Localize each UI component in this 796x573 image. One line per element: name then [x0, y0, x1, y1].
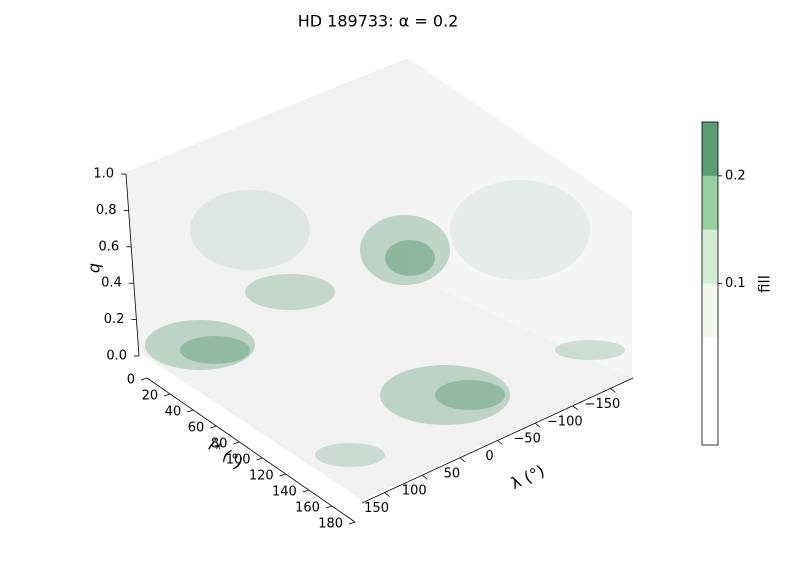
x-axis-tick [384, 492, 390, 497]
contour-blob [380, 365, 510, 425]
x-axis-tick-label: 100 [402, 484, 427, 499]
back-right-pane [408, 58, 632, 378]
contour-blob [435, 380, 505, 410]
colorbar-label: fill [756, 275, 774, 293]
y-axis-tick [210, 425, 217, 429]
contour-blob [555, 340, 625, 360]
z-axis-tick-label: 0.6 [99, 239, 120, 254]
y-axis-tick-label: 120 [249, 469, 274, 484]
x-axis-tick-label: 50 [444, 466, 461, 481]
x-axis-tick-label: −50 [513, 432, 540, 447]
x-axis-tick-label: 150 [364, 501, 389, 516]
y-axis-tick [233, 441, 240, 445]
colorbar-band [702, 337, 718, 445]
contour-blob [385, 240, 435, 276]
z-axis-tick-label: 0.8 [96, 203, 117, 218]
y-axis-tick-label: 40 [165, 405, 182, 420]
y-axis-tick [302, 489, 309, 493]
contour-blob [180, 336, 250, 364]
x-axis-tick [610, 388, 616, 393]
z-axis-label: q [85, 263, 104, 273]
y-axis-tick [348, 521, 356, 525]
y-axis-tick-label: 100 [226, 453, 251, 468]
y-axis-tick-label: 180 [318, 517, 343, 532]
y-axis-tick-label: 0 [127, 373, 135, 388]
floor-pane [139, 275, 632, 500]
x-axis-tick [421, 474, 428, 480]
contour-blob [315, 443, 385, 467]
y-axis-tick-label: 20 [142, 389, 159, 404]
x-axis-label: λ (°) [508, 461, 548, 493]
y-axis-tick [325, 505, 333, 509]
x-axis-tick [497, 440, 503, 445]
z-axis-tick-label: 1.0 [93, 167, 114, 182]
z-axis-tick-label: 0.4 [101, 276, 122, 291]
colorbar-band [702, 283, 718, 338]
colorbar-band [702, 175, 718, 230]
y-axis-tick-label: 160 [295, 501, 320, 516]
y-axis-line [146, 377, 356, 523]
y-axis-tick [256, 457, 263, 461]
y-axis-tick-label: 140 [272, 485, 297, 500]
z-axis-tick-label: 0.0 [106, 349, 127, 364]
colorbar-tick-label: 0.2 [725, 168, 746, 183]
z-axis-line [125, 173, 140, 357]
panes [126, 58, 632, 500]
y-axis-tick-label: 60 [188, 421, 205, 436]
x-axis-tick-label: −100 [547, 414, 583, 429]
colorbar-band [702, 229, 718, 284]
colorbar-tick-label: 0.1 [725, 276, 746, 291]
contour-blob [145, 320, 255, 370]
x-axis-tick [459, 457, 466, 463]
x-axis-tick-label: −150 [585, 397, 621, 412]
back-left-pane [126, 58, 408, 352]
y-axis-tick [279, 473, 286, 477]
contour-blob [245, 274, 335, 310]
contour-blob [190, 190, 310, 270]
y-axis-tick [187, 409, 194, 413]
contour-blob [450, 180, 590, 280]
y-axis-tick-label: 80 [211, 437, 228, 452]
y-axis-tick [140, 377, 148, 381]
x-axis-tick [534, 422, 541, 428]
y-axis-tick [163, 393, 171, 397]
x-axis-tick [572, 405, 579, 411]
z-axis-tick-label: 0.2 [104, 312, 125, 327]
chart-title: HD 189733: α = 0.2 [298, 12, 459, 31]
contour-surface [145, 180, 625, 467]
colorbar-band [702, 122, 718, 176]
x-axis-tick-label: 0 [485, 449, 493, 464]
